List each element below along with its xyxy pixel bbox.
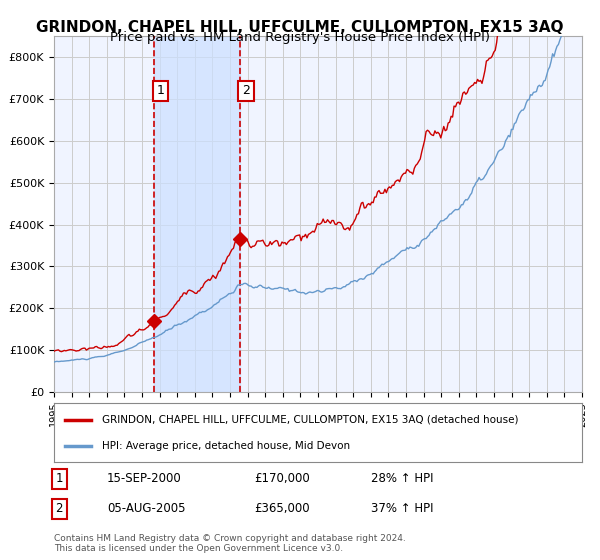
Text: GRINDON, CHAPEL HILL, UFFCULME, CULLOMPTON, EX15 3AQ: GRINDON, CHAPEL HILL, UFFCULME, CULLOMPT… — [36, 20, 564, 35]
Text: £365,000: £365,000 — [254, 502, 310, 515]
Text: GRINDON, CHAPEL HILL, UFFCULME, CULLOMPTON, EX15 3AQ (detached house): GRINDON, CHAPEL HILL, UFFCULME, CULLOMPT… — [101, 414, 518, 424]
Text: Price paid vs. HM Land Registry's House Price Index (HPI): Price paid vs. HM Land Registry's House … — [110, 31, 490, 44]
Text: 15-SEP-2000: 15-SEP-2000 — [107, 473, 182, 486]
Text: 2: 2 — [56, 502, 63, 515]
Text: HPI: Average price, detached house, Mid Devon: HPI: Average price, detached house, Mid … — [101, 441, 350, 451]
Text: 2: 2 — [242, 85, 250, 97]
Text: 28% ↑ HPI: 28% ↑ HPI — [371, 473, 433, 486]
Text: 1: 1 — [56, 473, 63, 486]
Text: 37% ↑ HPI: 37% ↑ HPI — [371, 502, 433, 515]
Text: 05-AUG-2005: 05-AUG-2005 — [107, 502, 185, 515]
Bar — [154, 36, 241, 392]
Text: Contains HM Land Registry data © Crown copyright and database right 2024.
This d: Contains HM Land Registry data © Crown c… — [54, 534, 406, 553]
Text: 1: 1 — [156, 85, 164, 97]
Text: £170,000: £170,000 — [254, 473, 310, 486]
